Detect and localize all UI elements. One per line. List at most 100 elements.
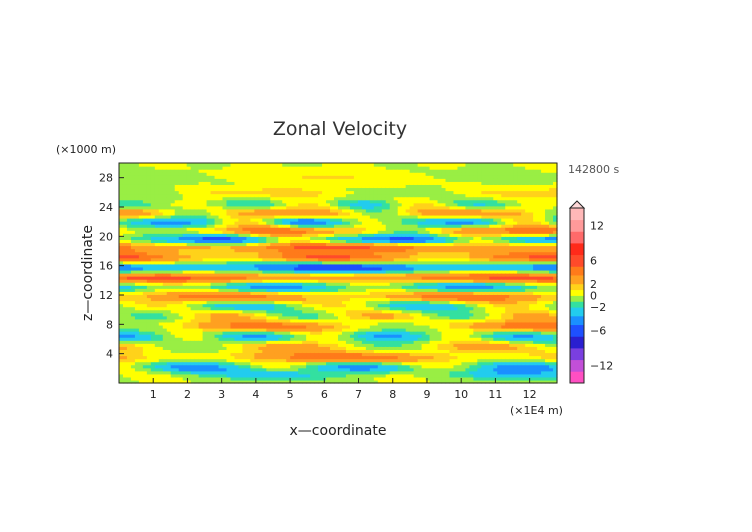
heatmap-cell xyxy=(302,199,307,204)
heatmap-cell xyxy=(170,224,176,228)
heatmap-cell xyxy=(318,230,323,234)
heatmap-cell xyxy=(250,211,255,216)
heatmap-cell xyxy=(250,337,255,341)
heatmap-cell xyxy=(349,166,355,170)
heatmap-cell xyxy=(198,328,204,332)
heatmap-cell xyxy=(254,297,259,302)
heatmap-cell xyxy=(361,172,367,176)
heatmap-cell xyxy=(198,340,204,344)
heatmap-cell xyxy=(242,190,248,195)
heatmap-cell xyxy=(341,324,347,329)
heatmap-cell xyxy=(214,245,220,250)
heatmap-cell xyxy=(345,358,351,363)
heatmap-cell xyxy=(238,358,244,363)
heatmap-cell xyxy=(338,245,343,250)
heatmap-cell xyxy=(186,233,192,237)
heatmap-cell xyxy=(250,318,255,323)
heatmap-cell xyxy=(162,309,168,314)
heatmap-cell xyxy=(353,248,359,253)
heatmap-cell xyxy=(385,190,391,195)
heatmap-cell xyxy=(138,233,144,237)
heatmap-cell xyxy=(218,303,224,308)
heatmap-cell xyxy=(278,175,283,179)
heatmap-cell xyxy=(334,379,339,384)
heatmap-cell xyxy=(190,175,196,179)
heatmap-cell xyxy=(119,251,124,256)
heatmap-cell xyxy=(246,370,251,375)
heatmap-cell xyxy=(274,257,279,262)
heatmap-cell xyxy=(334,361,339,366)
heatmap-cell xyxy=(246,251,251,256)
heatmap-cell xyxy=(186,334,192,338)
heatmap-cell xyxy=(146,166,152,170)
heatmap-cell xyxy=(389,269,395,274)
heatmap-cell xyxy=(170,343,176,347)
heatmap-cell xyxy=(206,346,212,350)
heatmap-cell xyxy=(234,321,240,326)
heatmap-cell xyxy=(142,297,148,302)
heatmap-cell xyxy=(230,291,236,295)
heatmap-cell xyxy=(142,294,148,299)
heatmap-cell xyxy=(294,263,299,268)
heatmap-cell xyxy=(349,205,355,210)
heatmap-cell xyxy=(234,193,240,198)
heatmap-cell xyxy=(302,181,307,185)
heatmap-cell xyxy=(341,273,347,277)
heatmap-cell xyxy=(222,211,228,216)
heatmap-cell xyxy=(369,193,375,198)
heatmap-cell xyxy=(154,239,160,244)
heatmap-cell xyxy=(357,328,363,332)
heatmap-cell xyxy=(294,352,299,357)
heatmap-cell xyxy=(190,376,196,381)
heatmap-cell xyxy=(154,331,160,335)
heatmap-cell xyxy=(238,196,244,201)
heatmap-cell xyxy=(250,288,255,292)
heatmap-cell xyxy=(326,199,331,204)
heatmap-cell xyxy=(298,291,303,295)
heatmap-cell xyxy=(230,269,236,274)
heatmap-cell xyxy=(266,309,271,314)
heatmap-cell xyxy=(338,343,343,347)
heatmap-cell xyxy=(162,376,168,381)
heatmap-cell xyxy=(158,202,164,207)
heatmap-cell xyxy=(310,214,315,219)
heatmap-cell xyxy=(393,370,399,375)
heatmap-cell xyxy=(389,352,395,357)
heatmap-cell xyxy=(119,328,124,332)
heatmap-cell xyxy=(361,373,367,378)
heatmap-cell xyxy=(182,178,188,182)
heatmap-cell xyxy=(142,175,148,179)
heatmap-cell xyxy=(338,273,343,277)
heatmap-cell xyxy=(286,266,291,271)
heatmap-cell xyxy=(314,236,319,240)
heatmap-cell xyxy=(218,321,224,326)
x-axis-label: x—coordinate xyxy=(290,423,387,439)
heatmap-cell xyxy=(298,242,303,247)
heatmap-cell xyxy=(306,175,311,179)
heatmap-cell xyxy=(306,343,311,347)
heatmap-cell xyxy=(154,288,160,292)
heatmap-cell xyxy=(242,303,248,308)
heatmap-cell xyxy=(254,349,259,354)
heatmap-cell xyxy=(334,224,339,228)
heatmap-cell xyxy=(138,334,144,338)
heatmap-cell xyxy=(373,276,379,280)
heatmap-cell xyxy=(226,285,232,289)
heatmap-cell xyxy=(286,306,291,311)
heatmap-cell xyxy=(302,376,307,381)
heatmap-cell xyxy=(230,276,236,280)
heatmap-cell xyxy=(286,379,291,384)
heatmap-cell xyxy=(302,364,307,369)
heatmap-cell xyxy=(298,367,303,372)
heatmap-cell xyxy=(330,343,335,347)
heatmap-cell xyxy=(254,254,259,259)
heatmap-cell xyxy=(202,245,208,250)
heatmap-cell xyxy=(194,315,200,320)
heatmap-cell xyxy=(238,227,244,231)
heatmap-cell xyxy=(274,288,279,292)
heatmap-cell xyxy=(210,331,216,335)
heatmap-cell xyxy=(130,343,136,347)
heatmap-cell xyxy=(322,340,327,344)
heatmap-cell xyxy=(310,248,315,253)
heatmap-cell xyxy=(369,376,375,381)
